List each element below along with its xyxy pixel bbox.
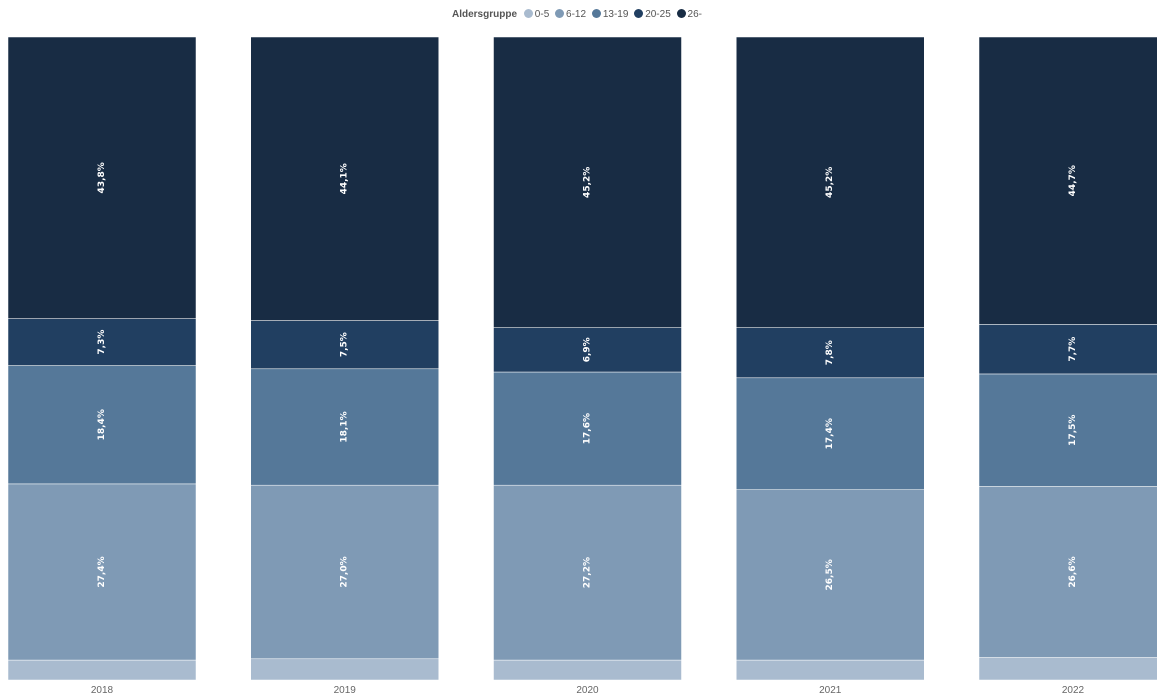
bar-2021: 26,5% 17,4% 7,8% 45,2% (736, 36, 925, 681)
data-label: 27,2% (583, 557, 593, 588)
bar-segment-2018-6-12[interactable] (7, 483, 197, 661)
data-label: 44,7% (1068, 165, 1078, 196)
bar-segment-2020-20-25[interactable] (493, 327, 682, 373)
data-label: 27,4% (97, 556, 107, 587)
x-tick-label: 2019 (334, 685, 357, 696)
bar-segment-2018-0-5[interactable] (7, 659, 197, 681)
bar-segment-2018-13-19[interactable] (7, 365, 197, 485)
data-label: 44,1% (340, 163, 350, 194)
legend-dot-icon (676, 9, 686, 18)
data-label: 6,9% (583, 337, 593, 362)
legend-dot-icon (555, 9, 565, 18)
bar-segment-2021-6-12[interactable] (736, 489, 925, 661)
bar-segment-2018-20-25[interactable] (7, 318, 197, 366)
legend-dot-icon (591, 9, 601, 18)
bar-segment-2019-0-5[interactable] (250, 658, 439, 681)
data-label: 45,2% (825, 167, 835, 198)
bar-segment-2019-6-12[interactable] (250, 484, 439, 660)
x-tick-label: 2022 (1062, 685, 1085, 696)
data-label: 26,5% (825, 559, 835, 590)
bar-segment-2019-13-19[interactable] (250, 368, 439, 486)
data-label: 18,1% (340, 411, 350, 442)
data-label: 17,5% (1068, 415, 1078, 446)
data-label: 7,8% (825, 340, 835, 365)
legend-item-26[interactable]: 26- (676, 9, 702, 20)
bar-segment-2022-6-12[interactable] (978, 486, 1157, 658)
data-label: 17,4% (825, 418, 835, 449)
bar-2022: 26,6% 17,5% 7,7% 44,7% (978, 36, 1157, 681)
bar-segment-2018-26-[interactable] (7, 36, 197, 319)
legend-item-6-12[interactable]: 6-12 (555, 9, 586, 20)
data-label: 7,3% (97, 330, 107, 355)
legend-dot-icon (634, 9, 644, 18)
bar-2018: 27,4% 18,4% 7,3% 43,8% (7, 36, 197, 681)
bar-segment-2020-13-19[interactable] (493, 371, 682, 486)
x-tick-label: 2021 (819, 685, 842, 696)
x-tick-label: 2020 (576, 685, 599, 696)
bar-2020: 27,2% 17,6% 6,9% 45,2% (493, 36, 682, 681)
x-tick-label: 2018 (91, 685, 114, 696)
legend-item-13-19[interactable]: 13-19 (591, 9, 628, 20)
data-label: 27,0% (340, 556, 350, 587)
legend-item-20-25[interactable]: 20-25 (634, 9, 671, 20)
legend-item-0-5[interactable]: 0-5 (523, 9, 549, 20)
bar-segment-2022-13-19[interactable] (978, 373, 1157, 487)
legend-dot-icon (523, 9, 533, 18)
data-label: 7,7% (1068, 337, 1078, 362)
legend: Aldersgruppe 0-5 6-12 13-19 20-25 26- (0, 9, 1157, 20)
bar-segment-2020-0-5[interactable] (493, 659, 682, 681)
bar-segment-2022-20-25[interactable] (978, 324, 1157, 375)
bar-segment-2019-26-[interactable] (250, 36, 439, 321)
data-label: 7,5% (340, 332, 350, 357)
bar-segment-2020-6-12[interactable] (493, 484, 682, 661)
bar-segment-2020-26-[interactable] (493, 36, 682, 328)
bar-segment-2021-20-25[interactable] (736, 327, 925, 379)
bar-segment-2019-20-25[interactable] (250, 320, 439, 370)
data-label: 45,2% (583, 167, 593, 198)
bar-segment-2021-0-5[interactable] (736, 659, 925, 681)
bar-segment-2021-13-19[interactable] (736, 377, 925, 490)
legend-title: Aldersgruppe (452, 9, 518, 20)
bar-2019: 27,0% 18,1% 7,5% 44,1% (250, 36, 439, 681)
data-label: 18,4% (97, 409, 107, 440)
bar-segment-2022-26-[interactable] (978, 36, 1157, 325)
data-label: 26,6% (1068, 556, 1078, 587)
bar-segment-2022-0-5[interactable] (978, 657, 1157, 681)
data-label: 17,6% (583, 413, 593, 444)
bar-segment-2021-26-[interactable] (736, 36, 925, 328)
data-label: 43,8% (97, 162, 107, 193)
